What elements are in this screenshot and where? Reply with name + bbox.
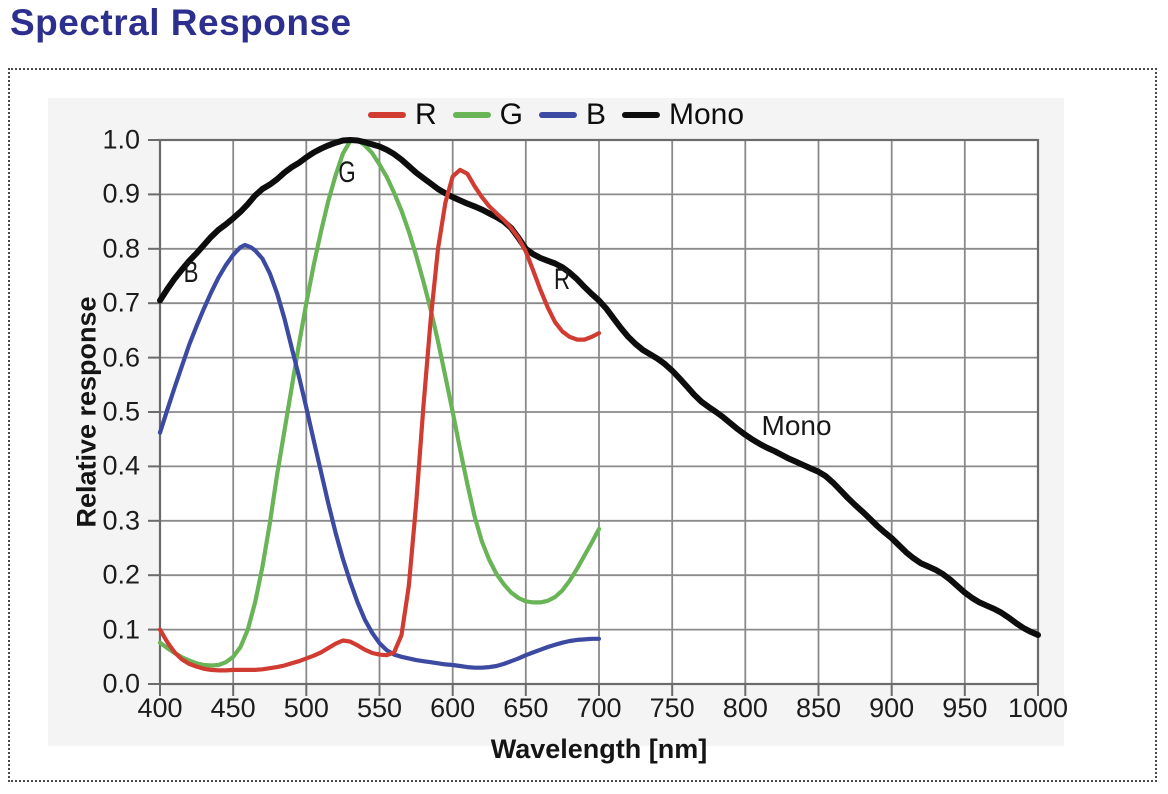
legend-item-mono: Mono: [621, 98, 745, 131]
curve-label-b: B: [183, 256, 199, 290]
x-tick-label: 500: [283, 693, 329, 723]
legend-swatch-mono: [621, 112, 660, 118]
series-r-curve: [157, 167, 602, 673]
legend-label: G: [499, 98, 523, 131]
x-tick-label: 1000: [1007, 693, 1069, 723]
legend-item-r: R: [367, 98, 437, 131]
y-tick-label: 1.0: [102, 124, 140, 155]
legend-label: B: [585, 98, 606, 131]
x-tick-label: 850: [795, 693, 842, 723]
legend-label: Mono: [668, 98, 745, 131]
x-tick-label: 650: [503, 693, 549, 723]
y-tick-label: 0.5: [102, 396, 140, 427]
legend-swatch-r: [367, 112, 406, 118]
x-tick-label: 600: [430, 693, 476, 723]
y-tick-label: 0.9: [102, 178, 140, 209]
legend-label: R: [414, 98, 437, 131]
y-tick-label: 0.2: [102, 559, 140, 590]
curve-label-mono: Mono: [761, 410, 832, 442]
page-title: Spectral Response: [10, 2, 352, 43]
x-tick-label: 800: [722, 693, 768, 723]
dotted-panel: R G B Mono 400 450 500 550 600 650 700 750 800 850 90…: [8, 68, 1157, 782]
legend-swatch-b: [538, 112, 577, 118]
curve-label-g: G: [338, 155, 356, 189]
x-tick-label: 450: [210, 693, 256, 723]
y-tick-label: 0.6: [102, 342, 140, 373]
legend-swatch-g: [452, 112, 491, 118]
y-tick-label: 0.3: [102, 505, 140, 536]
y-tick-label: 0.7: [102, 287, 140, 318]
y-tick-label: 0.8: [102, 233, 140, 264]
y-tick-label: 0.0: [102, 668, 140, 699]
legend-item-g: G: [452, 98, 523, 131]
legend-item-b: B: [538, 98, 606, 131]
x-tick-label: 550: [356, 693, 403, 723]
series-b-curve: [157, 242, 602, 670]
series-g-curve: [157, 137, 602, 668]
x-axis-title: Wavelength [nm]: [490, 734, 708, 764]
y-tick-label: 0.1: [102, 614, 140, 645]
series-mono-curve: [157, 137, 1041, 638]
x-tick-label: 950: [942, 693, 988, 723]
x-tick-label: 400: [137, 693, 183, 723]
x-tick-label: 900: [869, 693, 915, 723]
x-tick-label: 750: [649, 693, 695, 723]
spectral-response-chart: R G B Mono 400 450 500 550 600 650 700 750 800 850 90…: [48, 98, 1068, 764]
chart-legend: R G B Mono: [367, 98, 745, 131]
curve-label-r: R: [554, 263, 571, 297]
y-tick-label: 0.4: [102, 450, 140, 481]
chart-canvas: [148, 137, 1041, 696]
y-axis-title: Relative response: [71, 296, 102, 528]
x-tick-label: 700: [576, 693, 622, 723]
